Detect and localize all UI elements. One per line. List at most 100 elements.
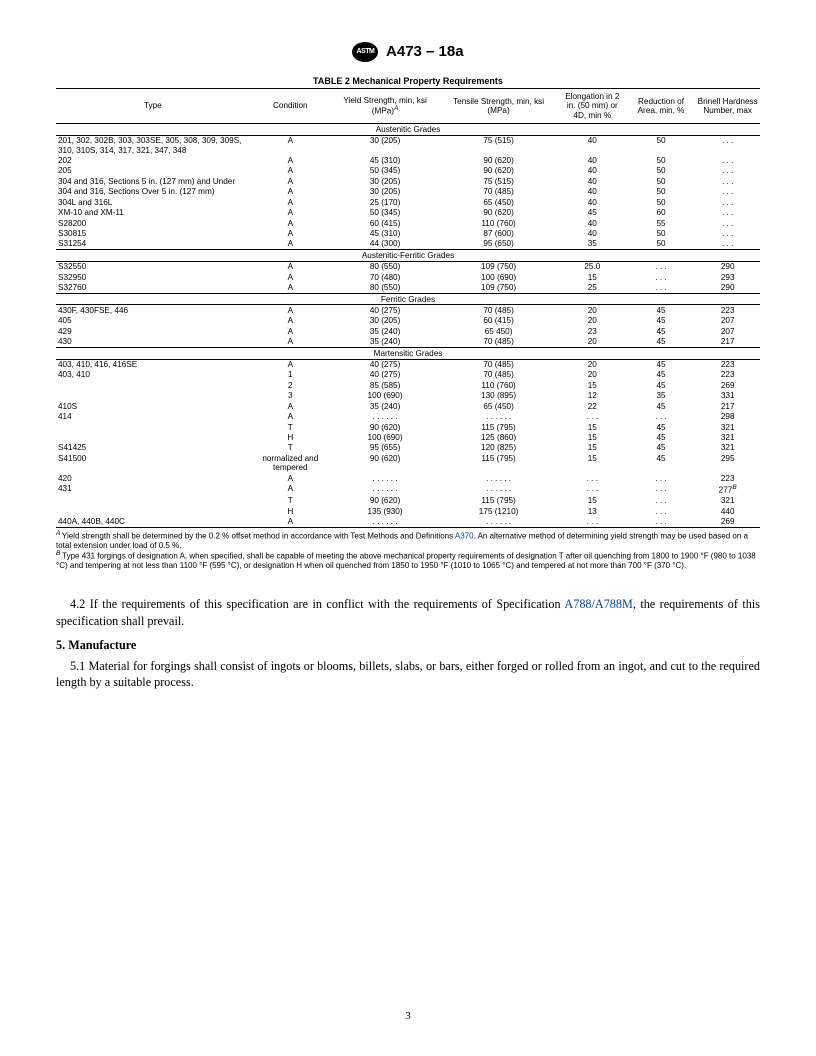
table-row: 405A30 (205)60 (415)2045207 [56,316,760,326]
cell: 45 [627,337,696,348]
cell: 3 [250,391,331,401]
table-row: 403, 410, 416, 416SEA40 (275)70 (485)204… [56,359,760,370]
table-row: 3100 (690)130 (895)1235331 [56,391,760,401]
link-a788[interactable]: A788/A788M [564,597,632,611]
cell: 100 (690) [331,391,439,401]
cell: 50 [627,197,696,207]
cell: T [250,443,331,453]
cell: 269 [695,517,760,528]
cell: S32760 [56,283,250,294]
cell: 431 [56,484,250,496]
section-header: Austenitic-Ferritic Grades [56,250,760,261]
cell: 109 (750) [439,261,558,272]
cell: 430F, 430FSE, 446 [56,305,250,316]
cell: 321 [695,496,760,506]
cell: 35 [558,239,627,250]
section-header: Ferritic Grades [56,294,760,305]
cell: . . . [627,506,696,516]
cell: 440 [695,506,760,516]
footnote-b: B Type 431 forgings of designation A, wh… [56,550,760,570]
cell: 25.0 [558,261,627,272]
cell: 50 [627,166,696,176]
cell: A [250,135,331,155]
cell: 175 (1210) [439,506,558,516]
cell: A [250,166,331,176]
cell: 25 [558,283,627,294]
cell: 207 [695,316,760,326]
cell: A [250,316,331,326]
cell: 20 [558,337,627,348]
cell: A [250,187,331,197]
cell [56,380,250,390]
cell: 304L and 316L [56,197,250,207]
table-row: S30815A45 (310)87 (600)4050. . . [56,228,760,238]
cell: 45 [627,316,696,326]
cell: 20 [558,316,627,326]
cell: . . . [558,484,627,496]
mechanical-properties-table: Type Condition Yield Strength, min, ksi … [56,88,760,528]
table-row: S28200A60 (415)110 (760)4055. . . [56,218,760,228]
table-row: 420A. . . . . .. . . . . .. . .. . .223 [56,473,760,483]
cell: 40 [558,166,627,176]
cell: S28200 [56,218,250,228]
cell: 30 (205) [331,316,439,326]
cell: . . . . . . [331,473,439,483]
cell: 20 [558,370,627,380]
cell: 130 (895) [439,391,558,401]
cell: 35 (240) [331,326,439,336]
cell: . . . [695,187,760,197]
cell: 2 [250,380,331,390]
col-type: Type [56,89,250,124]
cell: 40 (275) [331,305,439,316]
col-tensile: Tensile Strength, min, ksi (MPa) [439,89,558,124]
cell: A [250,517,331,528]
table-row: 304L and 316LA25 (170)65 (450)4050. . . [56,197,760,207]
col-bhn: Brinell Hardness Number, max [695,89,760,124]
cell: 125 (860) [439,433,558,443]
cell: . . . [627,496,696,506]
cell: S31254 [56,239,250,250]
cell [56,506,250,516]
cell: . . . [627,283,696,294]
cell: 70 (485) [439,187,558,197]
table-row: S31254A44 (300)95 (650)3550. . . [56,239,760,250]
cell: . . . [627,517,696,528]
cell: 35 (240) [331,337,439,348]
col-yield: Yield Strength, min, ksi (MPa)A [331,89,439,124]
cell: A [250,272,331,282]
cell: 15 [558,272,627,282]
cell: 405 [56,316,250,326]
cell: 50 [627,156,696,166]
cell: A [250,283,331,294]
cell: . . . [627,484,696,496]
cell: 293 [695,272,760,282]
cell: 90 (620) [331,422,439,432]
cell: 429 [56,326,250,336]
cell: 90 (620) [331,453,439,473]
cell: 13 [558,506,627,516]
cell: . . . [695,228,760,238]
page-number: 3 [0,1010,816,1022]
col-elong: Elongation in 2 in. (50 mm) or 4D, min % [558,89,627,124]
cell: 87 (600) [439,228,558,238]
cell: S41425 [56,443,250,453]
cell: 321 [695,433,760,443]
cell: 205 [56,166,250,176]
cell: 50 (345) [331,208,439,218]
cell: . . . . . . [439,473,558,483]
cell: . . . [695,156,760,166]
cell: 55 [627,218,696,228]
cell: 45 [627,326,696,336]
cell: A [250,326,331,336]
cell: 115 (795) [439,422,558,432]
cell: 80 (550) [331,261,439,272]
cell: 1 [250,370,331,380]
cell: . . . [695,176,760,186]
cell: T [250,422,331,432]
section-header: Austenitic Grades [56,124,760,135]
cell [56,391,250,401]
cell: 223 [695,305,760,316]
cell: 30 (205) [331,135,439,155]
link-a370[interactable]: A370 [455,532,474,541]
cell: 65 (450) [439,401,558,411]
